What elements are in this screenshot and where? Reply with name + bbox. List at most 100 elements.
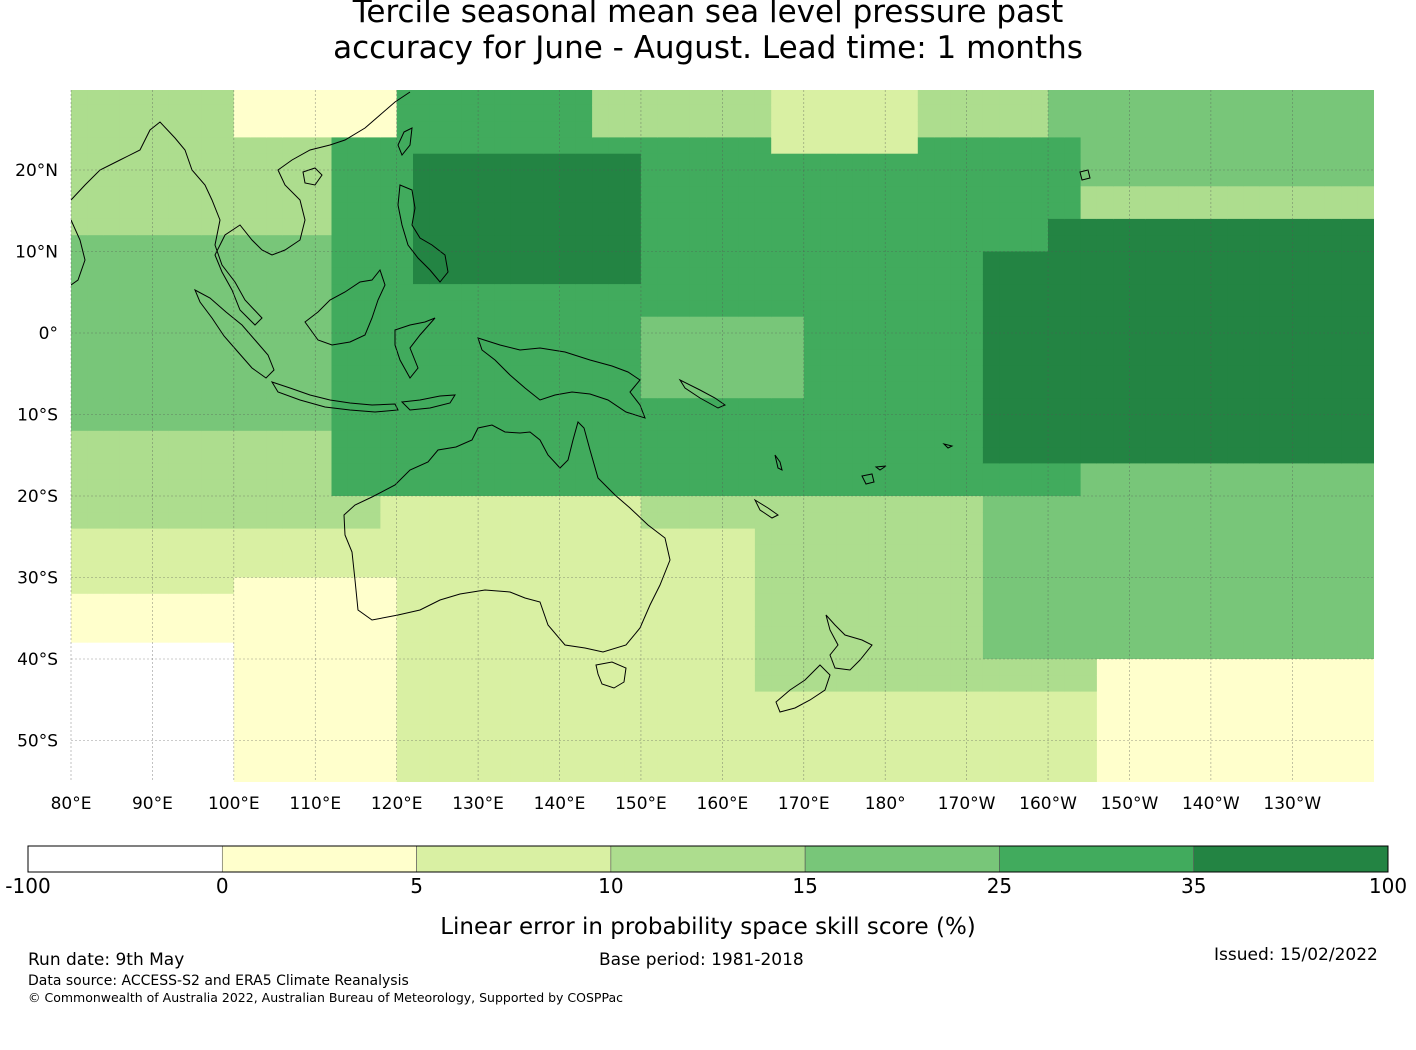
skill-score-cell xyxy=(608,544,626,562)
skill-score-cell xyxy=(315,381,333,399)
skill-score-cell xyxy=(624,251,642,269)
skill-score-cell xyxy=(1210,561,1228,579)
skill-score-cell xyxy=(87,610,105,627)
skill-score-cell xyxy=(852,414,870,432)
skill-score-cell xyxy=(315,251,333,269)
skill-score-cell xyxy=(836,284,854,301)
skill-score-cell xyxy=(461,463,479,481)
skill-score-cell xyxy=(331,577,349,595)
skill-score-cell xyxy=(396,773,414,782)
skill-score-cell xyxy=(803,104,821,122)
longitude-label: 130°E xyxy=(452,794,504,814)
skill-score-cell xyxy=(592,577,609,595)
skill-score-cell xyxy=(852,724,870,742)
skill-score-cell xyxy=(689,104,707,122)
skill-score-cell xyxy=(754,512,772,530)
skill-score-cell xyxy=(999,381,1017,399)
skill-score-cell xyxy=(1194,642,1212,660)
skill-score-cell xyxy=(168,528,186,546)
skill-score-cell xyxy=(380,202,398,220)
skill-score-cell xyxy=(494,773,512,782)
skill-score-cell xyxy=(429,593,447,611)
skill-score-cell xyxy=(657,610,675,627)
skill-score-cell xyxy=(592,365,609,383)
skill-score-cell xyxy=(917,740,935,758)
skill-score-cell xyxy=(624,202,642,220)
skill-score-cell xyxy=(119,414,137,432)
skill-score-cell xyxy=(1210,381,1228,399)
skill-score-cell xyxy=(657,333,675,350)
skill-score-cell xyxy=(347,398,365,416)
skill-score-cell xyxy=(999,430,1017,448)
skill-score-cell xyxy=(1145,577,1163,595)
skill-score-cell xyxy=(934,365,951,383)
skill-score-cell xyxy=(624,479,642,497)
skill-score-cell xyxy=(1357,235,1374,253)
skill-score-cell xyxy=(689,235,707,253)
skill-score-cell xyxy=(250,430,267,448)
skill-score-cell xyxy=(771,349,789,367)
skill-score-cell xyxy=(250,398,267,416)
skill-score-cell xyxy=(771,153,789,171)
skill-score-cell xyxy=(1129,707,1147,725)
skill-score-cell xyxy=(608,642,626,660)
skill-score-cell xyxy=(299,202,316,220)
skill-score-cell xyxy=(152,104,170,122)
skill-score-cell xyxy=(1324,740,1342,758)
skill-score-cell xyxy=(999,153,1017,171)
skill-score-cell xyxy=(71,528,88,546)
skill-score-cell xyxy=(657,137,675,155)
skill-score-cell xyxy=(852,561,870,579)
skill-score-cell xyxy=(250,104,267,122)
skill-score-cell xyxy=(1162,707,1179,725)
skill-score-cell xyxy=(201,300,219,318)
skill-score-cell xyxy=(201,153,219,171)
skill-score-cell xyxy=(413,104,430,122)
coastline-new-guinea xyxy=(477,337,646,419)
skill-score-cell xyxy=(624,577,642,595)
skill-score-cell xyxy=(429,349,447,367)
skill-score-cell xyxy=(478,365,495,383)
skill-score-cell xyxy=(1210,90,1228,106)
skill-score-cell xyxy=(901,626,919,644)
skill-score-cell xyxy=(1096,512,1114,530)
skill-score-cell xyxy=(136,349,153,367)
skill-score-cell xyxy=(347,170,365,187)
skill-score-cell xyxy=(950,593,968,611)
skill-score-cell xyxy=(282,284,300,301)
skill-score-cell xyxy=(87,333,105,350)
skill-score-cell xyxy=(1096,251,1114,269)
skill-score-cell xyxy=(1162,333,1179,350)
skill-score-cell xyxy=(201,740,219,758)
skill-score-cell xyxy=(966,430,984,448)
skill-score-cell xyxy=(494,463,512,481)
skill-score-cell xyxy=(1096,544,1114,562)
skill-score-cell xyxy=(706,251,723,269)
skill-score-cell xyxy=(592,626,609,644)
skill-score-cell xyxy=(1276,104,1293,122)
skill-score-cell xyxy=(771,251,789,269)
skill-score-cell xyxy=(982,316,1000,334)
skill-score-cell xyxy=(103,691,121,709)
skill-score-cell xyxy=(624,121,642,138)
skill-score-cell xyxy=(347,479,365,497)
skill-score-cell xyxy=(1080,659,1098,676)
skill-score-cell xyxy=(559,186,577,204)
skill-score-cell xyxy=(1259,251,1277,269)
skill-score-cell xyxy=(1080,496,1098,513)
skill-score-cell xyxy=(738,642,756,660)
skill-score-cell xyxy=(575,756,593,774)
skill-score-cell xyxy=(494,121,512,138)
skill-score-cell xyxy=(1259,90,1277,106)
skill-score-cell xyxy=(706,724,723,742)
skill-score-cell xyxy=(494,251,512,269)
skill-score-cell xyxy=(119,675,137,693)
skill-score-cell xyxy=(803,626,821,644)
skill-score-cell xyxy=(347,202,365,220)
skill-score-cell xyxy=(575,267,593,285)
skill-score-cell xyxy=(1145,104,1163,122)
skill-score-cell xyxy=(461,756,479,774)
skill-score-cell xyxy=(1064,430,1082,448)
skill-score-cell xyxy=(657,398,675,416)
skill-score-cell xyxy=(1145,463,1163,481)
